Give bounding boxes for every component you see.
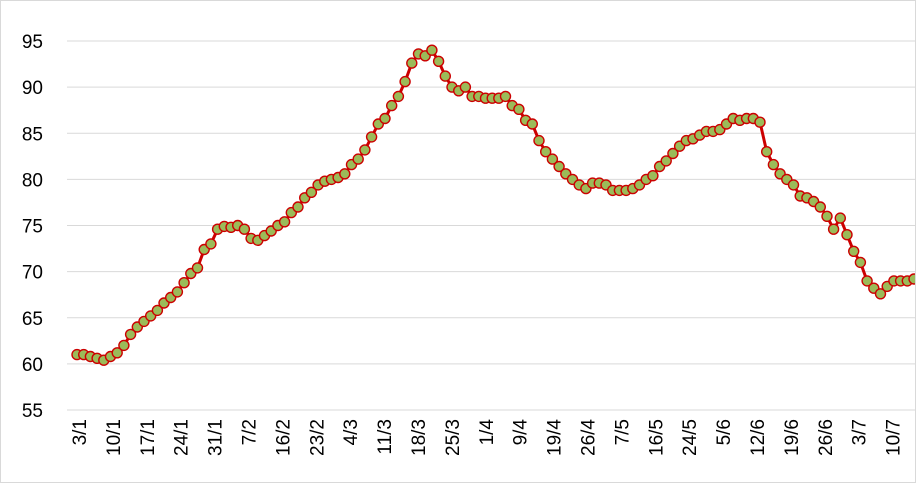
data-point (667, 147, 679, 160)
x-tick-label: 23/2 (307, 419, 328, 456)
data-point (426, 44, 438, 56)
x-tick-label: 16/5 (646, 419, 667, 456)
data-point (339, 168, 351, 180)
x-tick-label: 25/3 (443, 419, 464, 456)
data-point (660, 155, 672, 167)
x-tick-label: 12/6 (748, 419, 769, 456)
data-point (151, 304, 164, 317)
x-tick-label: 17/1 (138, 419, 159, 456)
data-point (513, 103, 525, 116)
x-tick-label: 26/4 (579, 419, 600, 456)
x-tick-label: 3/7 (850, 419, 871, 445)
data-point (761, 145, 773, 158)
data-point (874, 288, 887, 300)
data-point (399, 75, 411, 88)
data-point (191, 262, 204, 274)
x-tick-label: 24/5 (680, 419, 701, 456)
data-point (499, 90, 512, 103)
data-point (238, 223, 251, 235)
x-tick-label: 7/2 (240, 419, 261, 445)
x-tick-label: 10/1 (104, 419, 125, 456)
data-point (205, 238, 217, 250)
y-axis: 55 60 65 70 75 80 85 90 95 (22, 32, 43, 422)
data-point (821, 210, 833, 223)
data-point (406, 57, 418, 69)
x-tick-label: 1/4 (477, 419, 498, 446)
data-point (386, 99, 398, 112)
x-tick-label: 19/6 (782, 419, 803, 456)
x-tick-label: 4/3 (341, 419, 362, 445)
data-point (459, 81, 472, 93)
x-tick-label: 9/4 (511, 419, 532, 446)
x-tick-label: 3/1 (70, 419, 91, 445)
data-point (754, 116, 766, 128)
y-tick-label: 65 (22, 309, 43, 330)
x-tick-label: 31/1 (206, 419, 227, 456)
x-tick-label: 18/3 (409, 419, 430, 456)
data-point (908, 273, 915, 285)
x-tick-label: 10/7 (884, 419, 905, 456)
data-point (841, 228, 853, 241)
data-point (787, 179, 800, 191)
data-point (546, 153, 559, 165)
data-point (533, 134, 545, 147)
data-point (553, 160, 565, 173)
data-point (305, 186, 318, 199)
y-tick-label: 90 (22, 78, 43, 99)
data-point (171, 286, 184, 298)
y-tick-label: 75 (22, 217, 43, 238)
data-point (359, 144, 371, 156)
x-tick-label: 24/1 (172, 419, 193, 456)
data-point (178, 277, 190, 289)
x-tick-label: 5/6 (714, 419, 735, 445)
y-tick-label: 95 (22, 32, 43, 53)
data-point (111, 347, 123, 359)
series-data (71, 44, 915, 366)
data-point (365, 131, 378, 143)
data-point (352, 153, 364, 165)
y-tick-label: 85 (22, 124, 43, 145)
gridlines (67, 40, 915, 411)
data-point (647, 169, 659, 182)
data-point (827, 223, 840, 235)
x-axis: 3/1 10/1 17/1 24/1 31/1 7/2 16/2 23/2 4/3 11/3 18/… (70, 419, 905, 456)
data-point (854, 256, 867, 269)
data-point (392, 90, 405, 103)
data-point (439, 70, 451, 82)
data-point (278, 216, 291, 228)
data-point (379, 112, 391, 125)
y-tick-label: 80 (22, 170, 43, 191)
y-tick-label: 60 (22, 355, 43, 376)
x-tick-label: 7/5 (612, 419, 633, 445)
x-tick-label: 19/4 (545, 419, 566, 456)
data-point (861, 275, 873, 287)
data-point (814, 201, 826, 213)
data-point (540, 145, 552, 158)
data-point (432, 55, 445, 67)
y-tick-label: 55 (22, 401, 43, 422)
x-tick-label: 26/6 (816, 419, 837, 456)
x-tick-label: 16/2 (273, 419, 294, 456)
data-point (848, 245, 860, 258)
data-point (292, 201, 304, 213)
data-point (124, 328, 137, 341)
data-point (767, 158, 780, 171)
data-point (834, 212, 846, 224)
y-tick-label: 70 (22, 263, 43, 284)
x-tick-label: 11/3 (375, 419, 396, 455)
data-point (118, 339, 130, 352)
data-point (526, 118, 538, 130)
